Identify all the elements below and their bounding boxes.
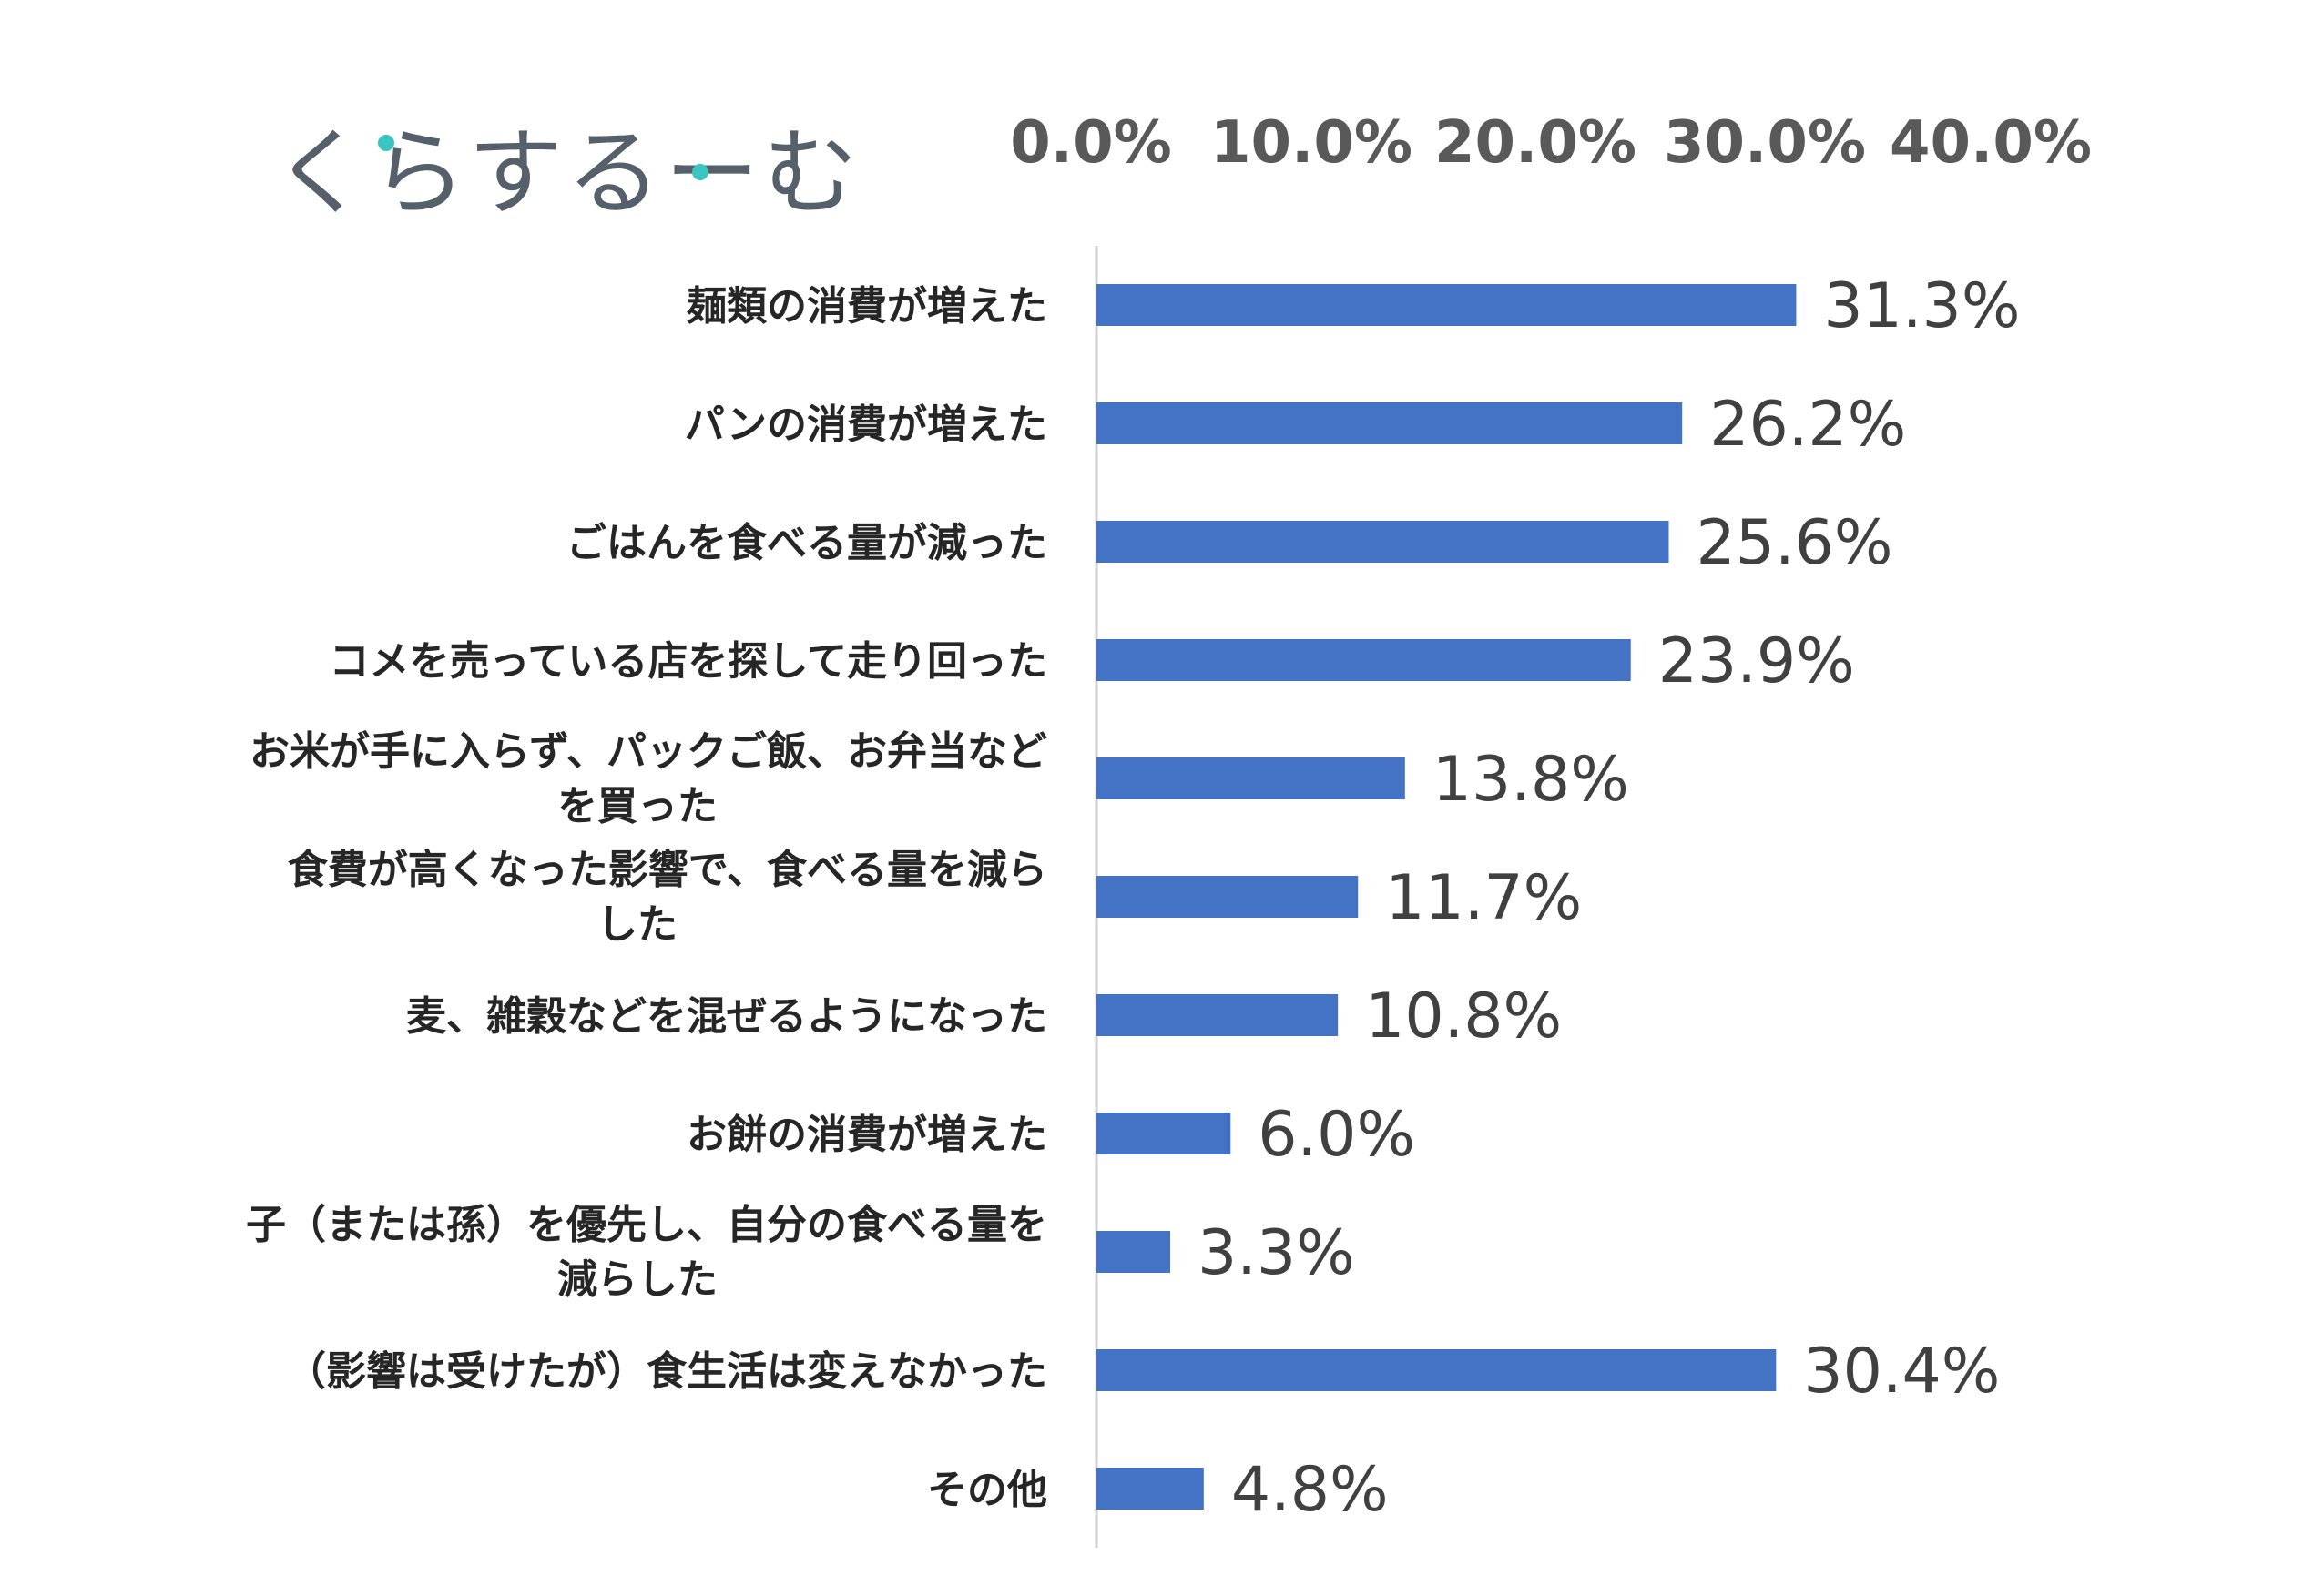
- bar: [1096, 639, 1631, 681]
- bar: [1096, 757, 1405, 799]
- category-label: した: [597, 901, 678, 948]
- category-labels: 麺類の消費が増えたパンの消費が増えたごはんを食べる量が減ったコメを売っている店を…: [246, 283, 1047, 1513]
- category-label: （影響は受けたが）食生活は変えなかった: [286, 1348, 1047, 1395]
- category-label: 食費が高くなった影響で、食べる量を減ら: [288, 847, 1047, 893]
- category-label: コメを売っている店を探して走り回った: [330, 638, 1047, 685]
- bar: [1096, 1468, 1204, 1510]
- value-label: 23.9%: [1658, 625, 1855, 697]
- value-label: 4.8%: [1231, 1454, 1389, 1526]
- category-label: 麺類の消費が増えた: [687, 283, 1047, 330]
- category-label: パンの消費が増えた: [685, 402, 1047, 448]
- logo-dot-2: [692, 164, 708, 180]
- category-label: 麦、雑穀などを混ぜるようになった: [406, 993, 1047, 1040]
- value-label: 3.3%: [1198, 1217, 1355, 1289]
- category-label: お餅の消費が増えた: [687, 1112, 1047, 1158]
- value-label: 30.4%: [1803, 1336, 2000, 1408]
- brand-logo-text: くらするーむ: [273, 117, 861, 229]
- x-tick-label: 40.0%: [1890, 109, 2092, 177]
- bar: [1096, 1349, 1777, 1391]
- value-labels: 31.3% 26.2% 25.6% 23.9% 13.8% 11.7% 10.8% 6.0% 3…: [1198, 270, 2020, 1526]
- value-label: 13.8%: [1432, 744, 1629, 816]
- bar: [1096, 402, 1683, 444]
- bar: [1096, 1113, 1231, 1154]
- x-tick-label: 0.0%: [1010, 109, 1172, 177]
- value-label: 11.7%: [1385, 862, 1582, 934]
- bar: [1096, 994, 1339, 1036]
- x-axis-tick-labels: 0.0% 10.0% 20.0% 30.0% 40.0%: [1010, 109, 2092, 177]
- category-label: を買った: [557, 783, 718, 829]
- bar: [1096, 1231, 1171, 1273]
- category-label: 減らした: [557, 1256, 718, 1303]
- value-label: 26.2%: [1709, 389, 1906, 461]
- value-label: 10.8%: [1365, 981, 1562, 1052]
- x-tick-label: 10.0%: [1210, 109, 1412, 177]
- value-label: 31.3%: [1823, 270, 2020, 342]
- bar: [1096, 521, 1669, 563]
- category-label: 子（または孫）を優先し、自分の食べる量を: [246, 1202, 1047, 1248]
- bars: [1096, 284, 1797, 1510]
- x-tick-label: 30.0%: [1664, 109, 1866, 177]
- value-label: 25.6%: [1696, 507, 1892, 579]
- value-label: 6.0%: [1258, 1099, 1415, 1171]
- category-label: その他: [927, 1467, 1047, 1513]
- category-label: お米が手に入らず、パックご飯、お弁当など: [250, 728, 1047, 775]
- category-label: ごはんを食べる量が減った: [566, 520, 1047, 566]
- brand-logo: くらするーむ: [273, 109, 858, 237]
- bar: [1096, 876, 1359, 918]
- x-tick-label: 20.0%: [1434, 109, 1636, 177]
- bar: [1096, 284, 1797, 326]
- logo-dot-1: [378, 135, 394, 151]
